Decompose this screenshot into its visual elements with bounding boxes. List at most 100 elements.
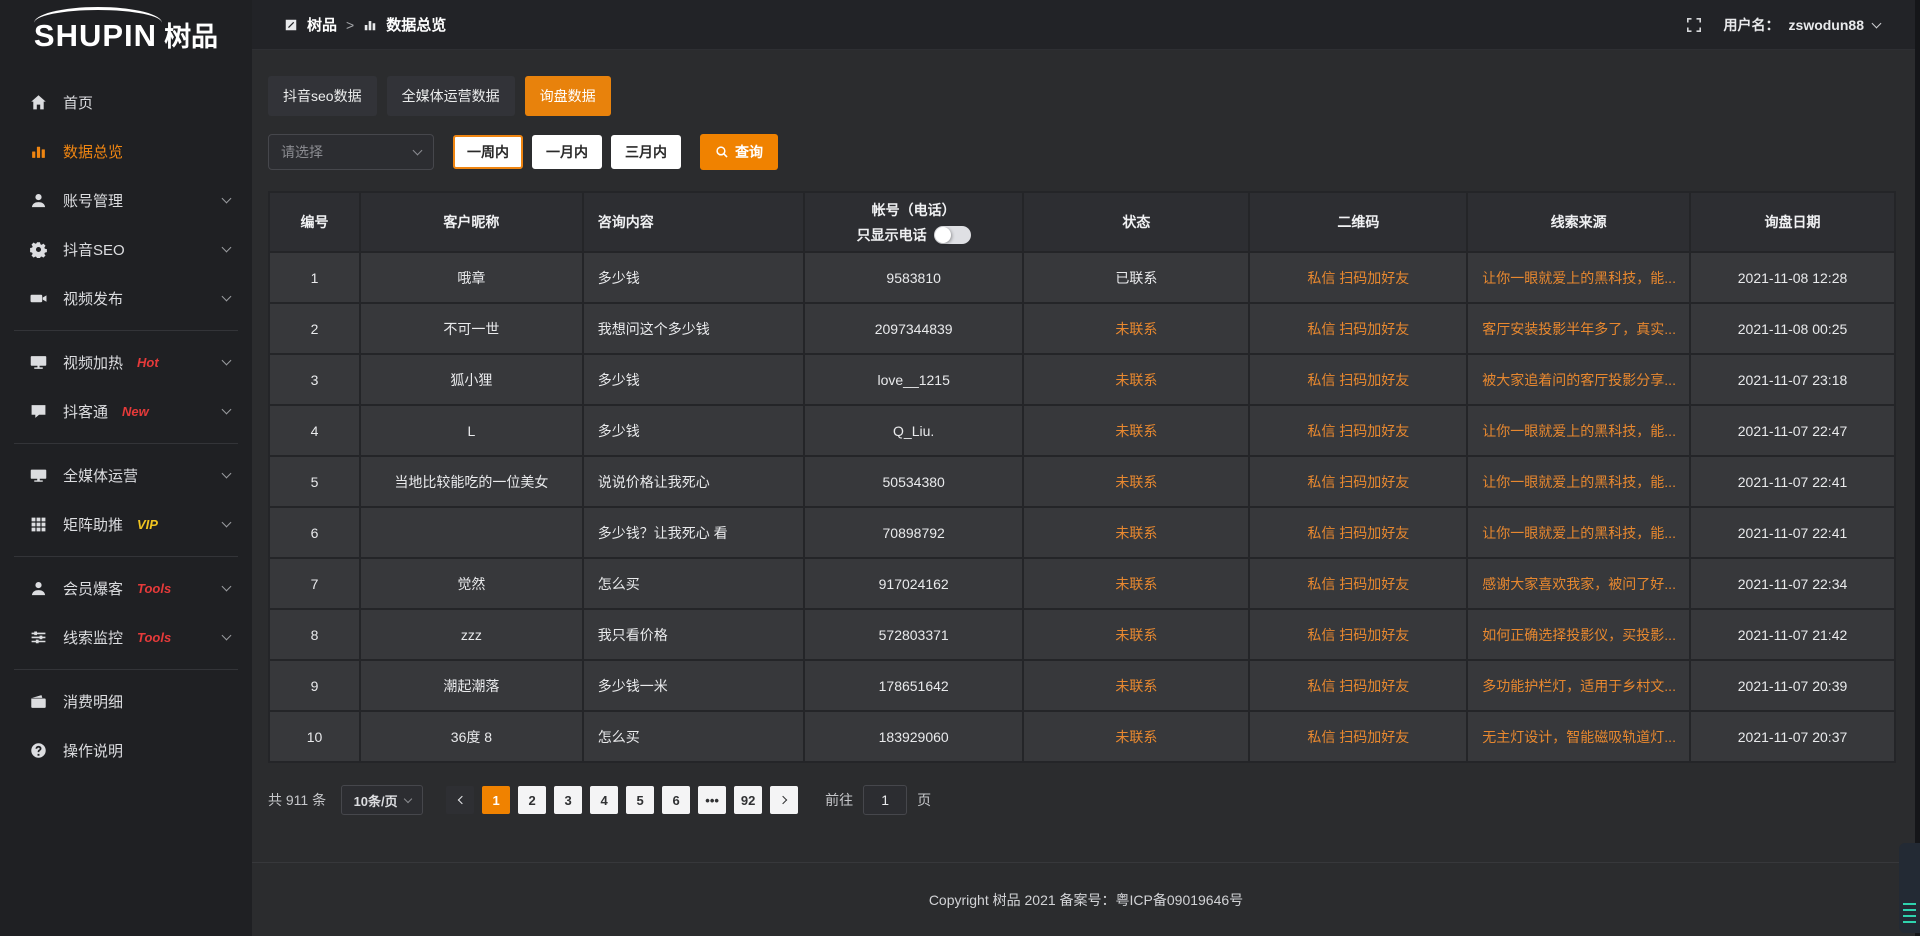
user-menu[interactable]: 用户名： zswodun88 — [1724, 15, 1882, 35]
table-row: 6 多少钱？让我死心 看 70898792 未联系 私信 扫码加好友 让你一眼就… — [267, 506, 1896, 559]
table-row: 4 L 多少钱 Q_Liu. 未联系 私信 扫码加好友 让你一眼就爱上的黑科技，… — [267, 404, 1896, 457]
total-count: 共 911 条 — [268, 792, 327, 808]
source-link[interactable]: 如何正确选择投影仪，买投影... — [1466, 608, 1692, 661]
sidebar-divider — [14, 669, 238, 670]
table-row: 8 zzz 我只看价格 572803371 未联系 私信 扫码加好友 如何正确选… — [267, 608, 1896, 661]
page-size-select[interactable]: 10条/页 — [341, 785, 424, 815]
sidebar-item-label: 首页 — [63, 95, 94, 112]
qrcode-links[interactable]: 私信 扫码加好友 — [1248, 710, 1469, 763]
sidebar-item-video-heat[interactable]: 视频加热 Hot — [0, 338, 252, 387]
qrcode-links[interactable]: 私信 扫码加好友 — [1248, 404, 1469, 457]
qrcode-links[interactable]: 私信 扫码加好友 — [1248, 251, 1469, 304]
account-select[interactable]: 请选择 — [268, 134, 434, 170]
page-button[interactable]: 1 — [482, 786, 511, 814]
page-ellipsis-button[interactable]: ••• — [698, 786, 727, 814]
phone-only-toggle[interactable] — [933, 225, 971, 244]
source-link[interactable]: 让你一眼就爱上的黑科技，能... — [1466, 506, 1692, 559]
tab-inquiry-data[interactable]: 询盘数据 — [524, 76, 611, 116]
qrcode-links[interactable]: 私信 扫码加好友 — [1248, 455, 1469, 508]
chevron-down-icon — [221, 468, 232, 479]
num-cell: 8 — [267, 608, 362, 661]
sidebar-item-consumption-detail[interactable]: 消费明细 — [0, 677, 252, 726]
page-button[interactable]: 92 — [734, 786, 763, 814]
sidebar-item-label: 会员爆客 — [63, 581, 124, 598]
sidebar-item-douyin-seo[interactable]: 抖音SEO — [0, 225, 252, 274]
account-cell: 9583810 — [802, 251, 1025, 304]
account-cell: Q_Liu. — [802, 404, 1025, 457]
widget-line — [1903, 903, 1916, 905]
sidebar-item-label: 视频加热 — [63, 355, 124, 372]
next-page-button[interactable] — [770, 786, 799, 814]
chevron-down-icon — [403, 794, 412, 804]
qrcode-links[interactable]: 私信 扫码加好友 — [1248, 608, 1469, 661]
fullscreen-icon[interactable] — [1686, 17, 1702, 33]
qrcode-links[interactable]: 私信 扫码加好友 — [1248, 557, 1469, 610]
table-row: 10 36度 8 怎么买 183929060 未联系 私信 扫码加好友 无主灯设… — [267, 710, 1896, 763]
goto-page-input[interactable] — [863, 785, 908, 815]
sidebar-item-doukertong[interactable]: 抖客通 New — [0, 387, 252, 436]
sidebar-item-member-burst[interactable]: 会员爆客 Tools — [0, 564, 252, 613]
num-cell: 7 — [267, 557, 362, 610]
page-button[interactable]: 4 — [590, 786, 619, 814]
page-button[interactable]: 6 — [662, 786, 691, 814]
sidebar-item-label: 线索监控 — [63, 630, 124, 647]
qrcode-links[interactable]: 私信 扫码加好友 — [1248, 302, 1469, 355]
sidebar-nav: 首页 数据总览 账号管理 抖音SEO 视频发布 — [0, 78, 252, 775]
range-week-button[interactable]: 一周内 — [453, 135, 523, 169]
sidebar-item-omni-media[interactable]: 全媒体运营 — [0, 451, 252, 500]
source-link[interactable]: 让你一眼就爱上的黑科技，能... — [1466, 251, 1692, 304]
sidebar-item-matrix-boost[interactable]: 矩阵助推 VIP — [0, 500, 252, 549]
copyright-text: Copyright 树品 2021 备案号：粤ICP备09019646号 — [928, 892, 1244, 908]
sidebar-item-label: 操作说明 — [63, 743, 124, 760]
scrollbar-track[interactable] — [1915, 0, 1920, 936]
range-month-button[interactable]: 一月内 — [532, 135, 602, 169]
qrcode-links[interactable]: 私信 扫码加好友 — [1248, 506, 1469, 559]
sidebar-item-video-publish[interactable]: 视频发布 — [0, 274, 252, 323]
qrcode-links[interactable]: 私信 扫码加好友 — [1248, 659, 1469, 712]
tab-douyin-seo-data[interactable]: 抖音seo数据 — [268, 76, 377, 116]
home-icon — [30, 94, 47, 111]
source-link[interactable]: 让你一眼就爱上的黑科技，能... — [1466, 404, 1692, 457]
content-cell: 多少钱？让我死心 看 — [581, 506, 805, 559]
monitor-icon — [30, 354, 47, 371]
top-header: 树品 > 数据总览 用户名： zswodun88 — [252, 0, 1920, 50]
sidebar-item-label: 视频发布 — [63, 291, 124, 308]
source-link[interactable]: 让你一眼就爱上的黑科技，能... — [1466, 455, 1692, 508]
chevron-down-icon — [221, 355, 232, 366]
source-link[interactable]: 无主灯设计，智能磁吸轨道灯... — [1466, 710, 1692, 763]
main-area: 树品 > 数据总览 用户名： zswodun88 抖音seo数据 全媒体运营数据 … — [252, 0, 1920, 936]
source-link[interactable]: 多功能护栏灯，适用于乡村文... — [1466, 659, 1692, 712]
range-quarter-button[interactable]: 三月内 — [611, 135, 681, 169]
num-cell: 5 — [267, 455, 362, 508]
prev-page-button[interactable] — [446, 786, 475, 814]
sidebar-item-account-mgmt[interactable]: 账号管理 — [0, 176, 252, 225]
num-cell: 4 — [267, 404, 362, 457]
source-link[interactable]: 被大家追着问的客厅投影分享... — [1466, 353, 1692, 406]
page-button[interactable]: 5 — [626, 786, 655, 814]
floating-widget[interactable] — [1899, 843, 1920, 933]
gear-icon — [30, 241, 47, 258]
user-icon — [30, 192, 47, 209]
source-link[interactable]: 感谢大家喜欢我家，被问了好... — [1466, 557, 1692, 610]
page-button[interactable]: 2 — [518, 786, 547, 814]
sidebar-divider — [14, 330, 238, 331]
chevron-down-icon — [221, 517, 232, 528]
sidebar-item-instructions[interactable]: 操作说明 — [0, 726, 252, 775]
sidebar-item-home[interactable]: 首页 — [0, 78, 252, 127]
source-link[interactable]: 客厅安装投影半年多了，真实... — [1466, 302, 1692, 355]
tab-omni-media-data[interactable]: 全媒体运营数据 — [386, 76, 515, 116]
num-cell: 10 — [267, 710, 362, 763]
wallet-icon — [30, 693, 47, 710]
sidebar-item-data-overview[interactable]: 数据总览 — [0, 127, 252, 176]
content-cell: 我只看价格 — [581, 608, 805, 661]
breadcrumb-item-brand[interactable]: 树品 — [307, 17, 338, 34]
page-button[interactable]: 3 — [554, 786, 583, 814]
query-button[interactable]: 查询 — [700, 134, 778, 170]
status-cell: 未联系 — [1022, 455, 1251, 508]
table-row: 1 哦章 多少钱 9583810 已联系 私信 扫码加好友 让你一眼就爱上的黑科… — [267, 251, 1896, 304]
date-cell: 2021-11-08 00:25 — [1689, 302, 1896, 355]
breadcrumb-item-current[interactable]: 数据总览 — [386, 17, 447, 34]
sidebar-item-lead-monitor[interactable]: 线索监控 Tools — [0, 613, 252, 662]
qrcode-links[interactable]: 私信 扫码加好友 — [1248, 353, 1469, 406]
chevron-down-icon — [221, 404, 232, 415]
